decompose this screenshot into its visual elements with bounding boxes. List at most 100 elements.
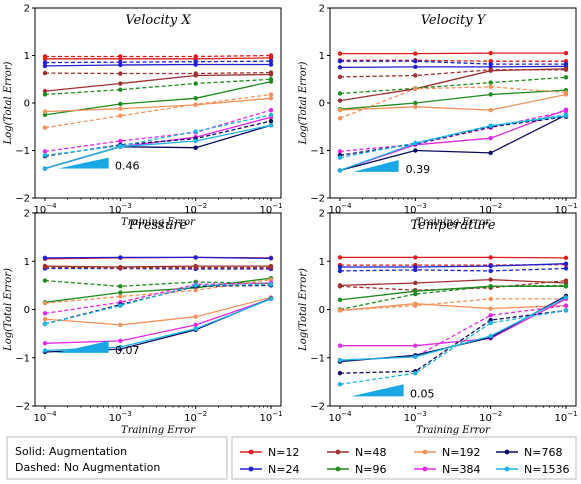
series-line-n48-solid <box>339 68 567 102</box>
data-point <box>488 320 493 326</box>
y-tick-label: −2 <box>15 194 30 205</box>
data-point <box>413 354 418 359</box>
data-point <box>337 59 343 64</box>
data-point <box>268 256 274 261</box>
data-point <box>193 326 198 331</box>
slope-label: 0.46 <box>115 160 140 173</box>
data-point <box>488 284 493 289</box>
data-point <box>193 314 198 319</box>
x-tick-label: 10−4 <box>33 202 57 216</box>
data-point <box>268 118 274 124</box>
data-point <box>488 296 493 302</box>
slope-triangle <box>353 160 399 172</box>
data-point <box>42 311 48 316</box>
data-point <box>488 50 493 56</box>
data-point <box>488 277 493 282</box>
data-point <box>563 108 569 114</box>
data-point <box>268 96 274 101</box>
y-tick-label: −1 <box>310 146 325 157</box>
data-point <box>268 53 274 58</box>
series-line-n12-solid <box>340 256 567 259</box>
y-tick-label: 2 <box>24 4 30 15</box>
series-line-n1536-solid <box>44 124 272 170</box>
data-point <box>42 149 48 154</box>
data-point <box>118 265 123 271</box>
legend-marker <box>335 466 341 472</box>
x-axis-label: Training Error <box>121 217 196 228</box>
data-point <box>337 308 343 313</box>
legend-label: N=48 <box>355 446 386 459</box>
legend-marker <box>422 466 428 472</box>
series-line-n384-dashed <box>44 109 272 153</box>
x-tick-label: 10−3 <box>404 410 427 424</box>
data-point <box>42 341 48 346</box>
data-point <box>42 255 48 261</box>
legend-marker <box>248 466 254 472</box>
series-line-n768-dashed <box>44 120 272 157</box>
y-tick-label: 1 <box>24 257 30 268</box>
panel-title: Temperature <box>410 218 495 233</box>
data-point <box>42 88 48 94</box>
y-tick-label: 1 <box>24 51 30 62</box>
x-tick-label: 10−3 <box>109 202 132 216</box>
x-tick-label: 10−2 <box>479 202 502 216</box>
data-point <box>337 255 343 260</box>
legend-style-note: Dashed: No Augmentation <box>15 461 160 474</box>
series-line-n48-dashed <box>44 71 272 75</box>
data-point <box>42 70 48 76</box>
series-line-n24-dashed <box>45 267 271 270</box>
y-tick-label: 0 <box>319 99 325 110</box>
series-group <box>42 255 274 355</box>
data-point <box>413 86 418 91</box>
series-line-n12-dashed <box>340 263 567 266</box>
y-tick-label: −2 <box>310 402 325 413</box>
series-line-n384-solid <box>339 109 567 172</box>
legend-note-box <box>6 436 228 480</box>
data-point <box>488 84 493 90</box>
legend-marker <box>335 449 341 455</box>
data-point <box>118 71 123 76</box>
series-line-n24-solid <box>44 63 271 67</box>
data-point <box>413 303 418 308</box>
panel-title: Velocity Y <box>421 13 487 28</box>
series-line-n1536-dashed <box>44 114 272 156</box>
data-point <box>42 348 48 353</box>
series-line-n768-solid <box>339 114 567 172</box>
data-point <box>563 308 569 313</box>
data-point <box>563 50 569 56</box>
series-line-n96-dashed <box>339 76 567 95</box>
x-tick-label: 10−1 <box>259 202 282 216</box>
series-line-n192-dashed <box>339 298 566 312</box>
series-line-n96-solid <box>44 277 272 303</box>
data-point <box>413 267 418 273</box>
series-line-n24-solid <box>44 256 272 260</box>
series-line-n24-solid <box>339 65 567 69</box>
panel-title: Pressure <box>128 218 188 233</box>
data-point <box>488 333 493 339</box>
y-tick-label: 0 <box>24 305 30 316</box>
plot-frame <box>34 7 282 199</box>
data-point <box>42 153 48 158</box>
legend-label: N=96 <box>355 463 386 476</box>
data-point <box>193 102 198 107</box>
series-line-n24-solid <box>340 263 567 268</box>
series-line-n1536-dashed <box>339 114 567 159</box>
data-point <box>337 107 343 113</box>
data-point <box>268 123 274 128</box>
data-point <box>268 277 274 282</box>
y-tick-label: −1 <box>310 353 325 364</box>
series-line-n48-solid <box>44 73 272 92</box>
slope-label: 0.05 <box>410 387 435 400</box>
data-point <box>118 113 123 119</box>
x-tick-label: 10−2 <box>184 202 207 216</box>
data-point <box>563 75 569 80</box>
legend-style-note: Solid: Augmentation <box>15 445 127 458</box>
data-point <box>118 290 123 295</box>
data-point <box>413 59 418 64</box>
data-point <box>337 74 343 80</box>
series-line-n384-solid <box>44 298 272 344</box>
data-point <box>268 112 274 118</box>
data-point <box>413 280 418 286</box>
legend-label: N=192 <box>442 446 480 459</box>
